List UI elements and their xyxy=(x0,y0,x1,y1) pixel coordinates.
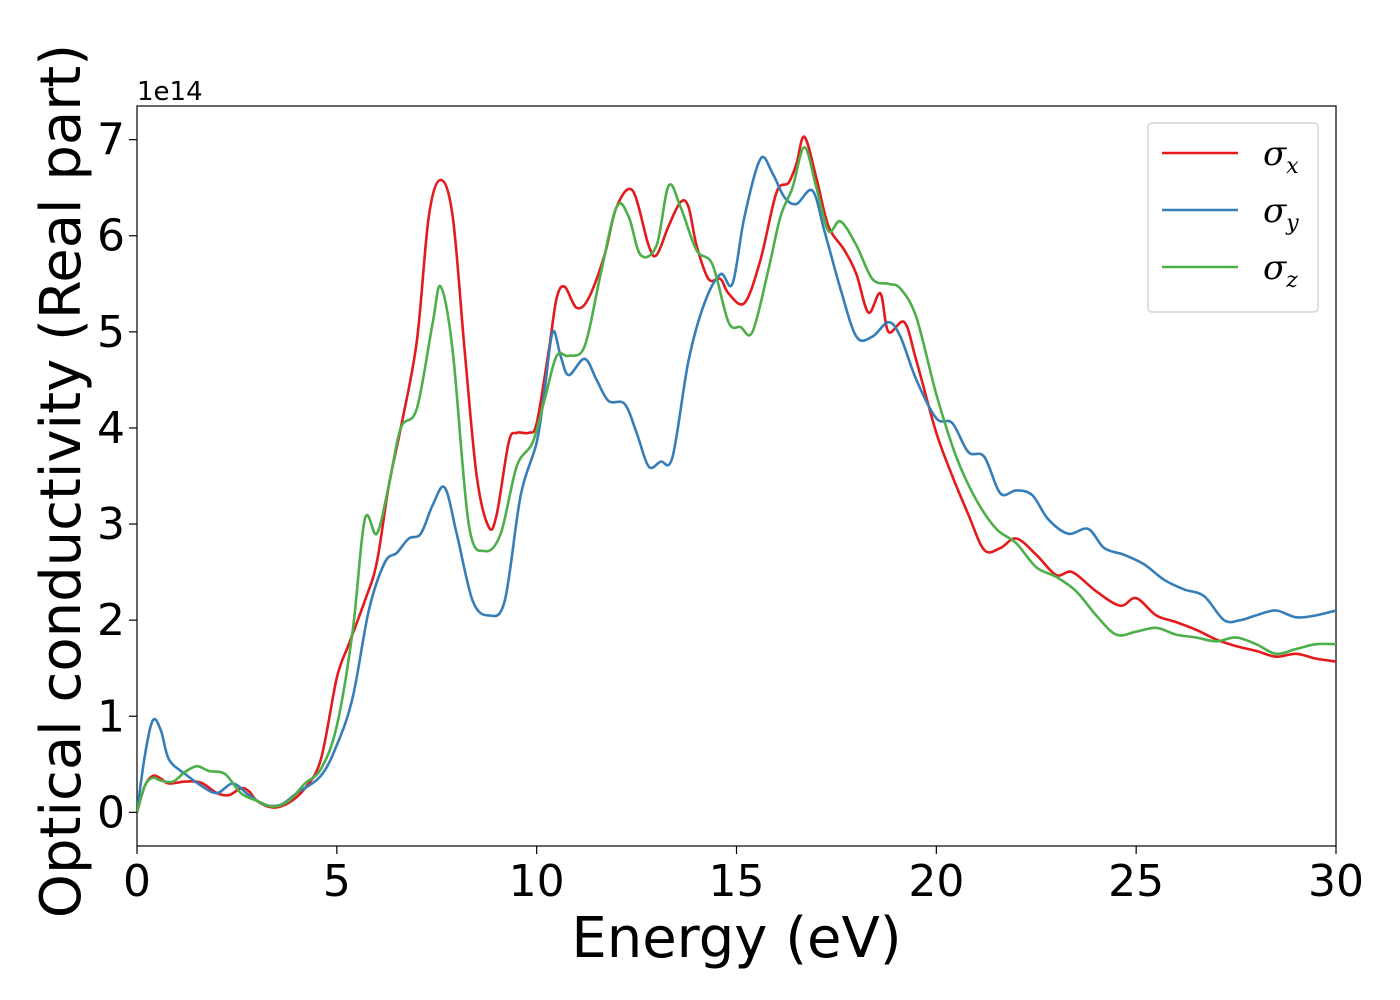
x-axis-title: Energy (eV) xyxy=(571,906,901,971)
x-tick-label: 0 xyxy=(123,856,151,907)
y-tick-label: 2 xyxy=(97,595,125,646)
x-tick-label: 25 xyxy=(1108,856,1164,907)
y-tick-label: 5 xyxy=(97,307,125,358)
legend-frame xyxy=(1147,122,1319,313)
y-tick-label: 1 xyxy=(97,691,125,742)
x-tick-label: 15 xyxy=(709,856,765,907)
series-line-z xyxy=(137,146,1336,813)
y-axis-ticks: 0 1 2 3 4 5 6 7 xyxy=(97,115,137,838)
series-line-x xyxy=(137,135,1336,813)
y-offset-label: 1e14 xyxy=(137,77,203,107)
y-tick-label: 3 xyxy=(97,499,125,550)
series-line-y xyxy=(137,155,1336,813)
x-tick-label: 10 xyxy=(509,856,565,907)
y-tick-label: 6 xyxy=(97,211,125,262)
x-tick-label: 30 xyxy=(1308,856,1364,907)
y-tick-label: 0 xyxy=(97,787,125,838)
x-tick-label: 5 xyxy=(323,856,351,907)
y-tick-label: 7 xyxy=(97,115,125,166)
series-layer xyxy=(137,135,1336,813)
y-axis-title: Optical conductivity (Real part) xyxy=(29,44,94,918)
x-tick-label: 20 xyxy=(908,856,964,907)
y-tick-label: 4 xyxy=(97,403,125,454)
x-axis-ticks: 0 5 10 15 20 25 30 xyxy=(123,846,1364,907)
